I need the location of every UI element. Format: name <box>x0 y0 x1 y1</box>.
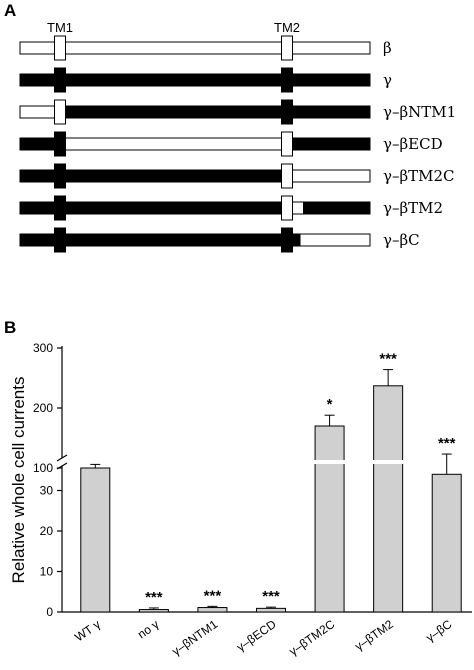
x-tick-label: no γ <box>135 617 162 641</box>
bar-break <box>79 460 111 464</box>
construct-label: β <box>383 39 392 57</box>
y-tick-label: 100 <box>33 461 53 475</box>
beta-segment <box>285 169 371 183</box>
construct-label: γ <box>383 71 392 89</box>
construct-row: γ–βTM2 <box>19 195 443 221</box>
gamma-segment <box>303 201 371 215</box>
y-tick-label: 20 <box>40 524 54 538</box>
tm2-box <box>281 195 293 221</box>
bar <box>138 609 169 613</box>
construct-row: γ–βTM2C <box>19 163 455 189</box>
construct-label: γ–βNTM1 <box>383 103 456 121</box>
significance-marker: * <box>327 396 333 413</box>
panel-a-label: A <box>4 1 16 20</box>
bar <box>256 607 286 613</box>
y-tick-label: 200 <box>33 401 53 415</box>
construct-label: γ–βECD <box>383 135 443 153</box>
bar-break <box>314 460 346 464</box>
bar-break <box>372 460 404 464</box>
axis-break-mark <box>56 454 68 462</box>
x-tick-label: γ–βNTM1 <box>169 617 220 659</box>
bar <box>431 473 462 613</box>
bar <box>373 385 404 613</box>
x-tick-label: γ–βECD <box>234 617 279 654</box>
tm1-box <box>54 227 66 253</box>
significance-marker: *** <box>379 351 397 368</box>
x-tick-label: γ–βC <box>423 617 454 645</box>
y-tick-label: 300 <box>33 341 53 355</box>
bar <box>80 467 111 613</box>
tm1-box <box>54 195 66 221</box>
tm1-box <box>54 99 66 125</box>
bar <box>314 425 345 613</box>
tm1-box <box>54 163 66 189</box>
significance-marker: *** <box>438 435 456 452</box>
significance-marker: *** <box>204 587 222 604</box>
construct-label: γ–βC <box>383 231 420 249</box>
gamma-segment <box>65 105 371 119</box>
gamma-segment <box>19 73 371 87</box>
beta-segment <box>65 137 287 151</box>
construct-diagram: βγ γ–βNTM1 γ–βECD γ–βTM2C γ–βTM2 γ–βC <box>19 35 456 253</box>
significance-marker: *** <box>145 589 163 606</box>
y-tick-label: 0 <box>46 605 53 619</box>
panel-b-label: B <box>4 318 16 337</box>
x-tick-label: WT γ <box>72 617 103 644</box>
construct-row: γ–βNTM1 <box>19 99 456 125</box>
tm2-box <box>281 99 293 125</box>
construct-row: γ–βC <box>19 227 420 253</box>
construct-row: β <box>19 35 392 61</box>
tm2-box <box>281 67 293 93</box>
construct-row: γ <box>19 67 392 93</box>
tm1-box <box>54 131 66 157</box>
significance-marker: *** <box>262 588 280 605</box>
x-tick-label: γ–βTM2C <box>286 617 337 659</box>
tm2-label: TM2 <box>274 20 300 35</box>
tm1-box <box>54 67 66 93</box>
tm2-box <box>281 227 293 253</box>
construct-label: γ–βTM2 <box>383 199 443 217</box>
y-tick-label: 30 <box>40 484 54 498</box>
x-tick-label: γ–βTM2 <box>352 617 396 654</box>
tm2-box <box>281 35 293 61</box>
y-axis-label: Relative whole cell currents <box>9 377 28 584</box>
gamma-segment <box>285 137 371 151</box>
tm1-box <box>54 35 66 61</box>
tm2-box <box>281 163 293 189</box>
construct-label: γ–βTM2C <box>383 167 455 185</box>
beta-segment <box>19 41 371 55</box>
bar <box>197 607 228 613</box>
tm1-label: TM1 <box>47 20 73 35</box>
y-tick-label: 10 <box>40 565 54 579</box>
beta-segment <box>299 233 371 247</box>
construct-row: γ–βECD <box>19 131 443 157</box>
tm2-box <box>281 131 293 157</box>
